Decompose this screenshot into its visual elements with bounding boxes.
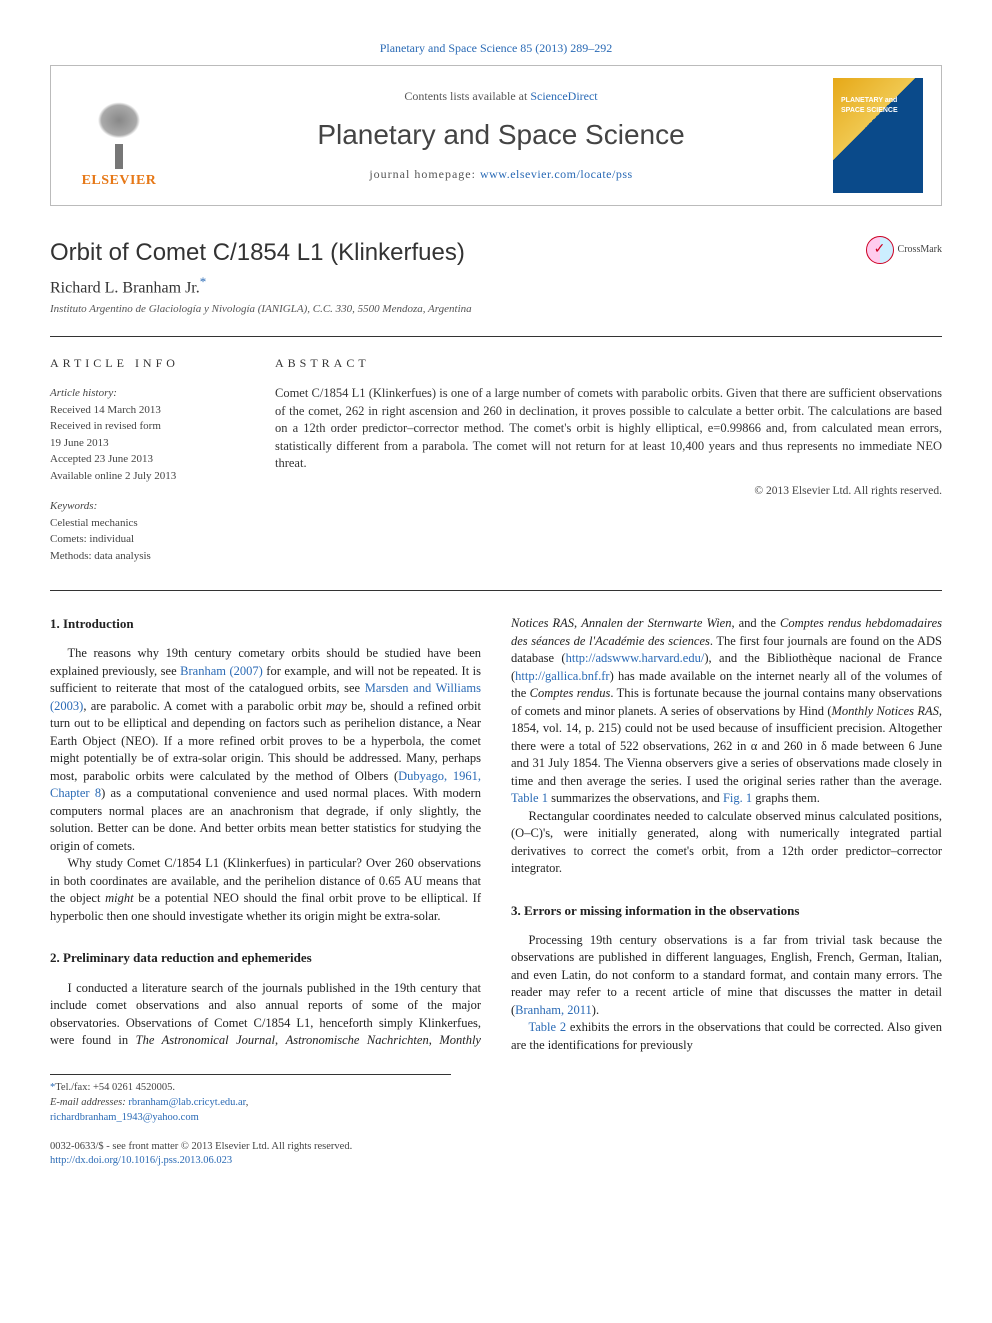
header-center: Contents lists available at ScienceDirec…	[169, 88, 833, 183]
email-link[interactable]: rbranham@lab.cricyt.edu.ar	[128, 1097, 245, 1108]
journal-title: Monthly Notices RAS	[832, 704, 939, 718]
body-paragraph: The reasons why 19th century cometary or…	[50, 645, 481, 855]
publisher-logo: ELSEVIER	[69, 80, 169, 190]
body-paragraph: Table 2 exhibits the errors in the obser…	[511, 1019, 942, 1054]
body-columns: 1. Introduction The reasons why 19th cen…	[50, 615, 942, 1054]
email-link[interactable]: richardbranham_1943@yahoo.com	[50, 1112, 199, 1123]
emphasis: might	[105, 891, 133, 905]
journal-title: Annalen der Sternwarte Wien	[581, 616, 731, 630]
citation-link[interactable]: Branham (2007)	[180, 664, 263, 678]
footer-meta: 0032-0633/$ - see front matter © 2013 El…	[50, 1140, 942, 1169]
journal-cover-icon	[833, 78, 923, 193]
homepage-link[interactable]: www.elsevier.com/locate/pss	[480, 167, 633, 181]
journal-info-link[interactable]: Planetary and Space Science 85 (2013) 28…	[50, 40, 942, 57]
keyword: Comets: individual	[50, 531, 245, 548]
publisher-tree-icon	[84, 94, 154, 169]
keyword: Celestial mechanics	[50, 515, 245, 532]
keywords-block: Keywords: Celestial mechanics Comets: in…	[50, 498, 245, 564]
history-label: Article history:	[50, 385, 245, 402]
info-abstract-row: ARTICLE INFO Article history: Received 1…	[50, 336, 942, 592]
doi-link[interactable]: http://dx.doi.org/10.1016/j.pss.2013.06.…	[50, 1154, 942, 1169]
citation-link[interactable]: Branham, 2011	[515, 1003, 592, 1017]
text-run: ,	[275, 1033, 286, 1047]
article-info-col: ARTICLE INFO Article history: Received 1…	[50, 355, 245, 579]
contents-prefix: Contents lists available at	[404, 89, 530, 103]
text-run: ,	[246, 1097, 249, 1108]
article-history: Article history: Received 14 March 2013 …	[50, 385, 245, 484]
journal-header: ELSEVIER Contents lists available at Sci…	[50, 65, 942, 206]
front-matter-line: 0032-0633/$ - see front matter © 2013 El…	[50, 1140, 942, 1155]
abstract-copyright: © 2013 Elsevier Ltd. All rights reserved…	[275, 483, 942, 499]
section-1-heading: 1. Introduction	[50, 615, 481, 633]
contents-line: Contents lists available at ScienceDirec…	[169, 88, 833, 105]
emphasis: may	[326, 699, 347, 713]
author-marker: *	[200, 274, 207, 289]
keyword: Methods: data analysis	[50, 548, 245, 565]
body-paragraph: Why study Comet C/1854 L1 (Klinkerfues) …	[50, 855, 481, 925]
homepage-line: journal homepage: www.elsevier.com/locat…	[169, 166, 833, 183]
text-run: ).	[592, 1003, 599, 1017]
affiliation: Instituto Argentino de Glaciología y Niv…	[50, 302, 942, 317]
abstract-col: ABSTRACT Comet C/1854 L1 (Klinkerfues) i…	[275, 355, 942, 579]
crossmark-label: CrossMark	[898, 243, 942, 257]
abstract-label: ABSTRACT	[275, 355, 942, 372]
journal-name: Planetary and Space Science	[169, 115, 833, 154]
footnotes: *Tel./fax: +54 0261 4520005. E-mail addr…	[50, 1074, 451, 1125]
history-line: Accepted 23 June 2013	[50, 451, 245, 468]
journal-title: Comptes rendus	[530, 686, 611, 700]
figure-ref-link[interactable]: Fig. 1	[723, 791, 752, 805]
url-link[interactable]: http://adswww.harvard.edu/	[566, 651, 705, 665]
text-run: graphs them.	[752, 791, 820, 805]
table-ref-link[interactable]: Table 2	[529, 1020, 567, 1034]
history-line: Received 14 March 2013	[50, 402, 245, 419]
author-name: Richard L. Branham Jr.	[50, 280, 200, 297]
body-paragraph: Processing 19th century observations is …	[511, 932, 942, 1020]
text-run: , are parabolic. A comet with a paraboli…	[83, 699, 326, 713]
publisher-name: ELSEVIER	[82, 171, 157, 191]
corresponding-author-note: *Tel./fax: +54 0261 4520005.	[50, 1081, 451, 1096]
url-link[interactable]: http://gallica.bnf.fr	[515, 669, 609, 683]
tel-fax: Tel./fax: +54 0261 4520005.	[55, 1082, 175, 1093]
sciencedirect-link[interactable]: ScienceDirect	[530, 89, 597, 103]
email-label: E-mail addresses:	[50, 1097, 128, 1108]
text-run: ,	[429, 1033, 440, 1047]
text-run: summarizes the observations, and	[548, 791, 723, 805]
abstract-text: Comet C/1854 L1 (Klinkerfues) is one of …	[275, 385, 942, 473]
authors: Richard L. Branham Jr.*	[50, 273, 942, 300]
history-line: 19 June 2013	[50, 435, 245, 452]
keywords-label: Keywords:	[50, 498, 245, 515]
article-info-label: ARTICLE INFO	[50, 355, 245, 372]
section-2-heading: 2. Preliminary data reduction and epheme…	[50, 949, 481, 967]
email-line: E-mail addresses: rbranham@lab.cricyt.ed…	[50, 1096, 451, 1111]
homepage-prefix: journal homepage:	[369, 167, 480, 181]
crossmark-icon: ✓	[866, 236, 894, 264]
text-run: exhibits the errors in the observations …	[511, 1020, 942, 1052]
section-3-heading: 3. Errors or missing information in the …	[511, 902, 942, 920]
article-title: Orbit of Comet C/1854 L1 (Klinkerfues)	[50, 236, 465, 270]
crossmark-badge[interactable]: ✓ CrossMark	[866, 236, 942, 264]
body-paragraph: Rectangular coordinates needed to calcul…	[511, 808, 942, 878]
text-run: ) as a computational convenience and use…	[50, 786, 481, 853]
journal-title: Astronomische Nachrichten	[286, 1033, 429, 1047]
text-run: , and the	[731, 616, 780, 630]
journal-title: The Astronomical Journal	[136, 1033, 275, 1047]
table-ref-link[interactable]: Table 1	[511, 791, 548, 805]
history-line: Available online 2 July 2013	[50, 468, 245, 485]
history-line: Received in revised form	[50, 418, 245, 435]
